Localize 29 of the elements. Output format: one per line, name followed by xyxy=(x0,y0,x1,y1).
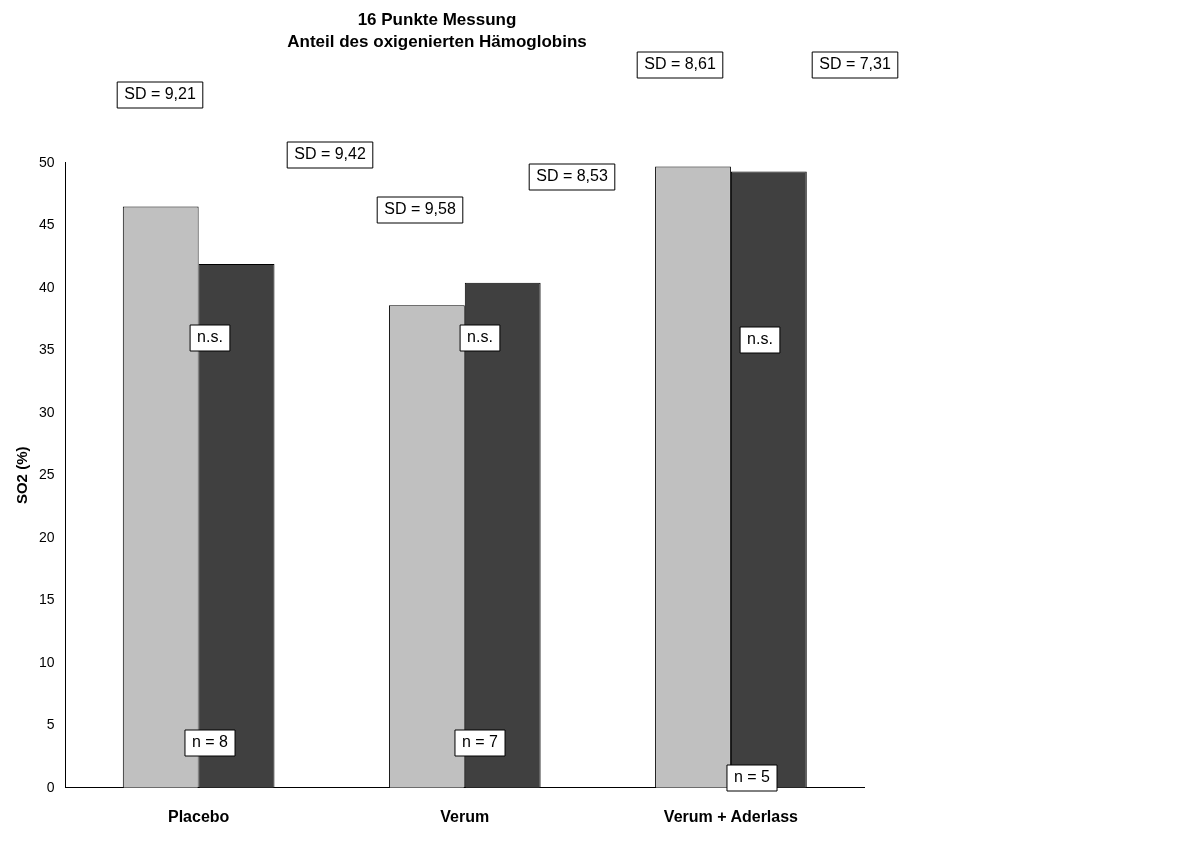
annotation: n = 5 xyxy=(733,768,771,786)
y-tick-label: 50 xyxy=(38,153,55,170)
chart-subtitle: Anteil des oxigenierten Hämoglobins xyxy=(287,32,587,52)
annotation: SD = 9,42 xyxy=(294,145,366,163)
y-tick-label: 15 xyxy=(38,591,55,608)
y-tick-label: 25 xyxy=(38,466,55,483)
annotation: SD = 8,53 xyxy=(536,167,608,185)
annotation: SD = 9,58 xyxy=(384,200,456,218)
annotation: n = 8 xyxy=(191,733,229,751)
y-tick-label: 0 xyxy=(46,778,55,795)
annotation: n.s. xyxy=(467,328,493,346)
y-tick-label: 20 xyxy=(38,528,55,545)
y-tick-label: 40 xyxy=(38,278,55,295)
annotation: n = 7 xyxy=(461,733,499,751)
chart-title: 16 Punkte Messung xyxy=(357,9,517,29)
y-tick-label: 35 xyxy=(38,341,55,358)
y-tick-label: 45 xyxy=(38,216,55,233)
annotation: n.s. xyxy=(747,330,773,348)
x-tick-label: Placebo xyxy=(167,807,230,825)
x-tick-label: Verum xyxy=(440,807,490,825)
text: SD = 8,61 xyxy=(644,55,716,73)
x-tick-label: Verum + Aderlass xyxy=(663,807,799,825)
y-tick-label: 5 xyxy=(46,716,55,733)
annotation: n.s. xyxy=(197,328,223,346)
text: SD = 7,31 xyxy=(819,55,891,73)
y-tick-label: 10 xyxy=(38,653,55,670)
y-tick-label: 30 xyxy=(38,403,55,420)
y-axis-title: SO2 (%) xyxy=(13,446,31,505)
text: SD = 9,21 xyxy=(124,85,196,103)
